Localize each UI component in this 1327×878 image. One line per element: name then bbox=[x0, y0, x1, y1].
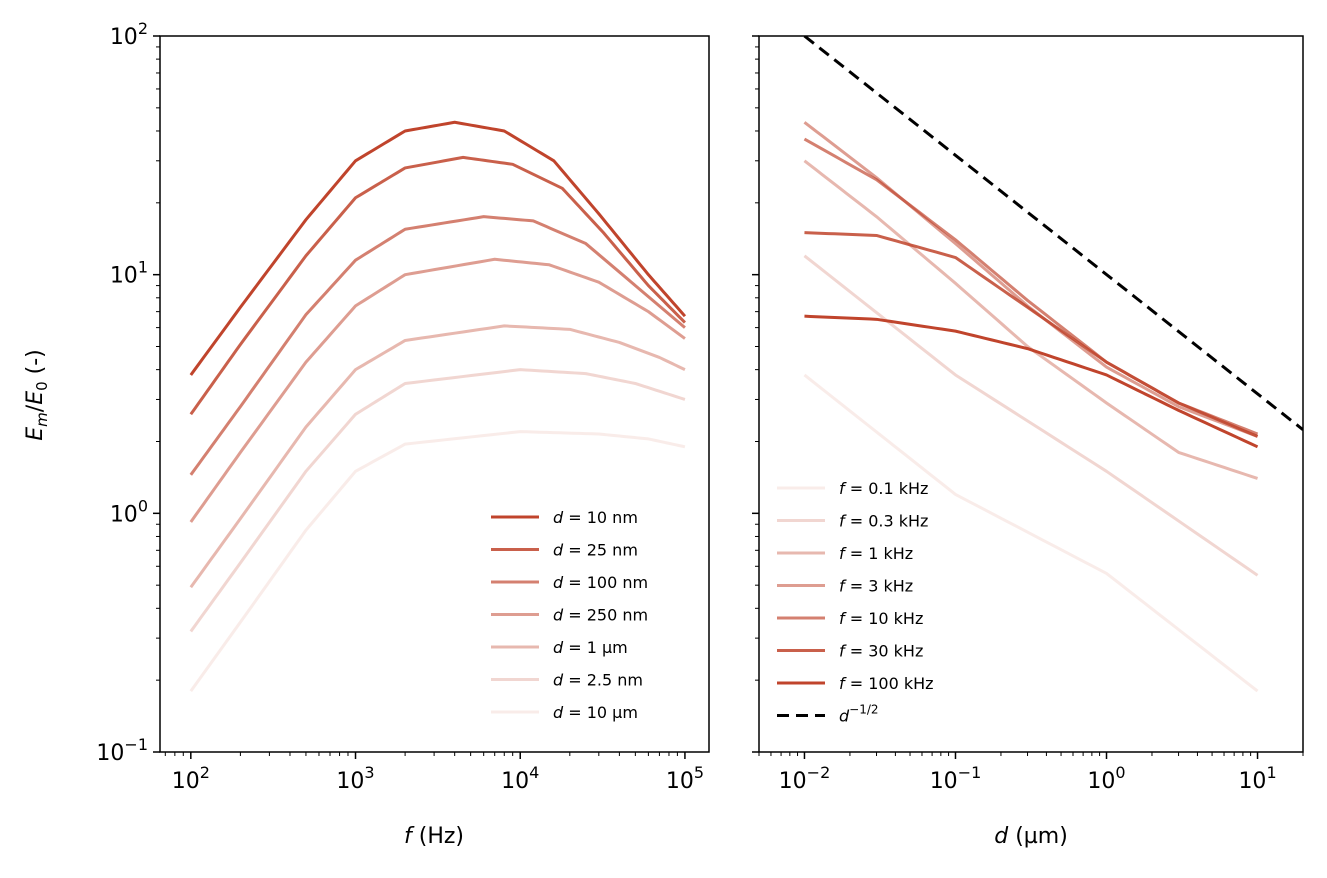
legend-label-0-2: d = 100 nm bbox=[553, 573, 648, 592]
left-legend: d = 10 nm d = 25 nm d = 100 nm d = 250 nm d … bbox=[491, 508, 648, 722]
x-tick-label-2: 104 bbox=[501, 763, 539, 794]
legend-label-1-1: f = 0.3 kHz bbox=[839, 512, 928, 531]
x-tick-label-0: 10−2 bbox=[779, 763, 831, 794]
series-line-0-0 bbox=[189, 120, 687, 376]
series-line-0-5 bbox=[189, 368, 686, 633]
y-axis-label: Em/E0 (-) bbox=[23, 349, 51, 441]
legend-label-0-6: d = 10 µm bbox=[553, 703, 638, 722]
left-x-axis-label: f (Hz) bbox=[404, 824, 464, 849]
y-tick-label-3: 102 bbox=[110, 19, 148, 50]
y-tick-label-2: 101 bbox=[110, 258, 148, 289]
series-line-1-1 bbox=[803, 254, 1259, 577]
left-panel: 102 103 104 105 10−1 100 101 102 d = 10 nm d = 2… bbox=[96, 19, 710, 849]
series-line-1-5 bbox=[804, 231, 1259, 438]
series-line-1-0 bbox=[803, 373, 1259, 693]
series-line-1-7 bbox=[803, 36, 1303, 431]
x-tick-label-1: 103 bbox=[336, 763, 374, 794]
x-tick-label-3: 105 bbox=[666, 763, 704, 794]
left-ticks: 102 103 104 105 10−1 100 101 102 bbox=[96, 19, 704, 794]
legend-label-1-5: f = 30 kHz bbox=[839, 642, 923, 661]
series-line-0-1 bbox=[189, 155, 686, 416]
series-line-0-3 bbox=[189, 257, 686, 523]
x-tick-label-3: 101 bbox=[1238, 763, 1276, 794]
legend-label-1-7: d−1/2 bbox=[839, 703, 879, 726]
y-tick-label-1: 100 bbox=[110, 496, 148, 527]
legend-label-0-0: d = 10 nm bbox=[553, 508, 638, 527]
series-line-0-6 bbox=[189, 430, 686, 692]
series-line-1-6 bbox=[804, 314, 1259, 449]
series-line-0-4 bbox=[189, 324, 686, 589]
legend-label-0-4: d = 1 µm bbox=[553, 638, 628, 657]
legend-label-1-0: f = 0.1 kHz bbox=[839, 479, 928, 498]
right-ticks: 10−2 10−1 100 101 bbox=[752, 35, 1304, 794]
left-plot-lines bbox=[189, 120, 687, 692]
legend-label-1-3: f = 3 kHz bbox=[839, 577, 913, 596]
y-tick-label-0: 10−1 bbox=[96, 735, 148, 766]
x-tick-label-1: 10−1 bbox=[930, 763, 982, 794]
series-line-0-2 bbox=[189, 215, 686, 476]
legend-label-1-4: f = 10 kHz bbox=[839, 609, 923, 628]
right-plot-lines bbox=[803, 36, 1303, 693]
legend-label-0-1: d = 25 nm bbox=[553, 541, 638, 560]
x-tick-label-2: 100 bbox=[1087, 763, 1125, 794]
right-x-axis-label: d (µm) bbox=[994, 824, 1068, 849]
x-tick-label-0: 102 bbox=[172, 763, 210, 794]
legend-label-0-3: d = 250 nm bbox=[553, 606, 648, 625]
series-line-1-2 bbox=[803, 159, 1259, 480]
legend-label-1-2: f = 1 kHz bbox=[839, 544, 913, 563]
right-legend: f = 0.1 kHz f = 0.3 kHz f = 1 kHz f = 3 kHz… bbox=[777, 479, 934, 726]
legend-label-0-5: d = 2.5 nm bbox=[553, 671, 643, 690]
right-axes-frame bbox=[758, 35, 1304, 753]
legend-label-1-6: f = 100 kHz bbox=[839, 674, 934, 693]
